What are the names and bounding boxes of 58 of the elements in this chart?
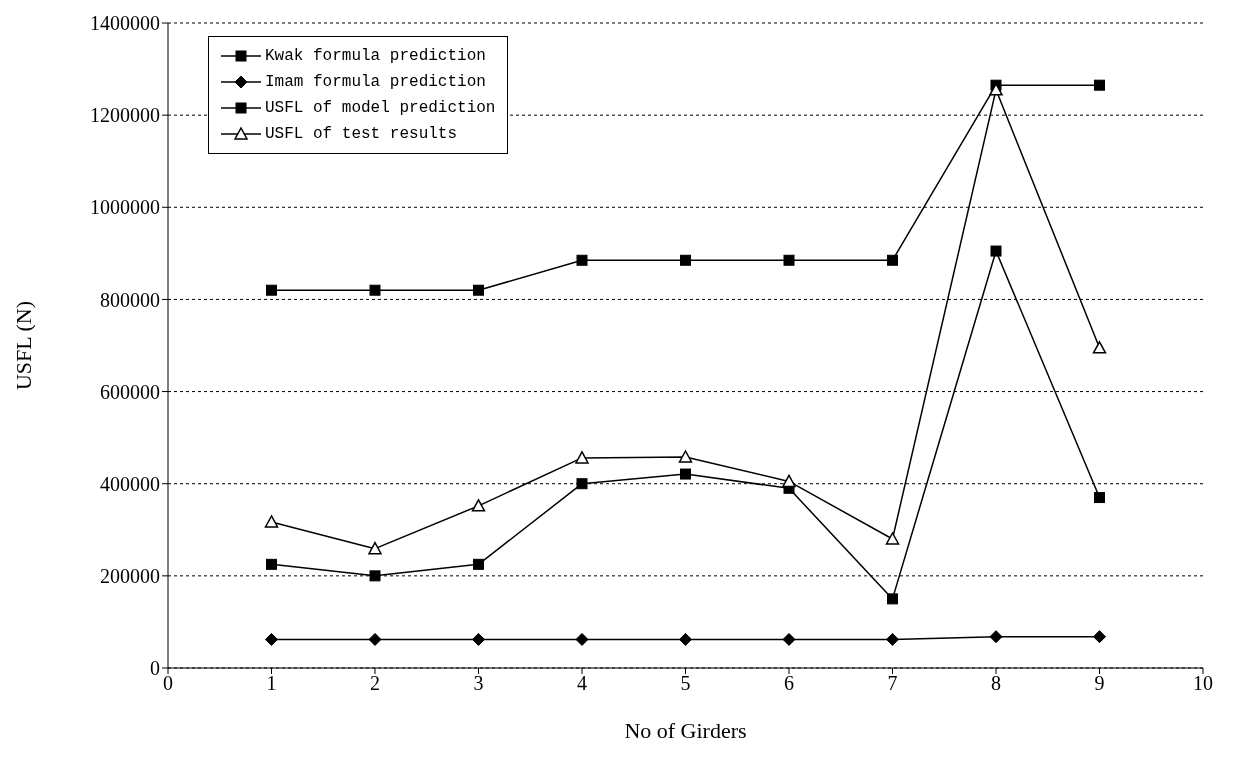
point (369, 284, 381, 296)
point (265, 632, 278, 646)
y-tick-label: 400000 (100, 472, 160, 495)
point (576, 254, 588, 266)
point (783, 254, 795, 266)
point (1094, 79, 1105, 91)
legend-label: Kwak formula prediction (265, 47, 486, 65)
point (368, 541, 382, 555)
y-tick-label: 1200000 (90, 104, 160, 127)
point (576, 478, 588, 490)
point (678, 450, 693, 463)
x-tick-label: 2 (370, 672, 380, 695)
point (264, 515, 279, 528)
point (886, 632, 899, 646)
x-tick-label: 1 (266, 672, 277, 695)
point (887, 254, 898, 266)
point (266, 284, 277, 296)
legend-label: USFL of model prediction (265, 99, 496, 117)
y-tick-label: 800000 (100, 288, 160, 311)
point (1094, 492, 1105, 504)
point (575, 632, 589, 646)
point (1092, 341, 1107, 354)
point (472, 632, 485, 646)
point (782, 474, 796, 488)
point (1093, 630, 1106, 644)
point (990, 245, 1002, 257)
point (473, 284, 484, 296)
legend-label: USFL of test results (265, 125, 458, 143)
y-tick-label: 0 (150, 657, 160, 680)
x-axis-title: No of Girders (624, 718, 747, 743)
y-tick-label: 600000 (100, 380, 160, 403)
y-tick-label: 200000 (100, 564, 160, 587)
point (471, 499, 486, 512)
point (885, 532, 900, 545)
x-tick-label: 4 (577, 672, 587, 695)
y-tick-label: 1000000 (90, 196, 160, 219)
x-tick-label: 9 (1094, 672, 1105, 695)
point (989, 83, 1003, 96)
point (679, 632, 692, 646)
point (473, 558, 484, 570)
point (369, 570, 381, 582)
point (782, 632, 796, 646)
point (887, 593, 898, 605)
x-tick-label: 5 (680, 672, 691, 695)
point (680, 254, 691, 266)
x-tick-label: 3 (473, 672, 484, 695)
x-tick-label: 8 (991, 672, 1001, 695)
point (575, 451, 589, 464)
y-axis-title: USFL (N) (10, 300, 36, 391)
legend-label: Imam formula prediction (265, 73, 486, 91)
point (989, 630, 1003, 644)
x-tick-label: 10 (1193, 672, 1213, 695)
x-tick-label: 7 (887, 672, 898, 695)
x-tick-label: 6 (784, 672, 794, 695)
point (368, 632, 382, 646)
point (680, 468, 691, 480)
point (266, 558, 277, 570)
y-tick-label: 1400000 (90, 12, 160, 35)
